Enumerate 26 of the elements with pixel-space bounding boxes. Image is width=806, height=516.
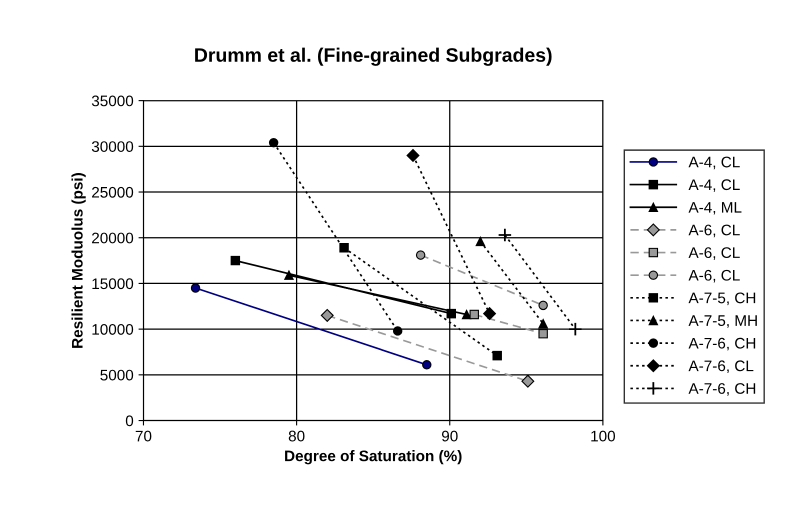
legend-label: A-4, CL xyxy=(688,179,740,192)
legend-label: A-6, CL xyxy=(688,224,740,238)
x-tick-label: 100 xyxy=(591,430,616,442)
y-tick-label: 25000 xyxy=(92,186,134,198)
y-tick-label: 5000 xyxy=(100,370,134,381)
legend-label: A-4, CL xyxy=(688,156,740,170)
y-tick-label: 30000 xyxy=(92,141,134,152)
x-tick-label: 90 xyxy=(442,430,458,442)
legend-label: A-7-6, CH xyxy=(688,338,756,350)
legend-label: A-4, ML xyxy=(688,202,742,215)
x-axis-title: Degree of Saturation (%) xyxy=(285,450,462,464)
x-tick-label: 70 xyxy=(136,430,152,442)
y-tick-label: 10000 xyxy=(92,324,134,335)
y-axis-title: Resilient Moduolus (psi) xyxy=(71,173,86,348)
x-tick-label: 80 xyxy=(288,430,305,442)
y-tick-label: 35000 xyxy=(92,95,134,106)
legend-label: A-7-6, CH xyxy=(688,383,756,396)
chart-title: Drumm et al. (Fine-grained Subgrades) xyxy=(195,48,552,66)
legend-label: A-7-5, CH xyxy=(688,292,756,306)
y-tick-label: 15000 xyxy=(92,278,134,290)
legend-label: A-7-5, MH xyxy=(688,315,757,328)
legend-label: A-6, CL xyxy=(688,270,740,282)
y-tick-label: 20000 xyxy=(92,232,134,244)
legend-label: A-6, CL xyxy=(688,247,740,260)
y-tick-label: 0 xyxy=(126,415,134,426)
legend-label: A-7-6, CL xyxy=(688,360,754,374)
